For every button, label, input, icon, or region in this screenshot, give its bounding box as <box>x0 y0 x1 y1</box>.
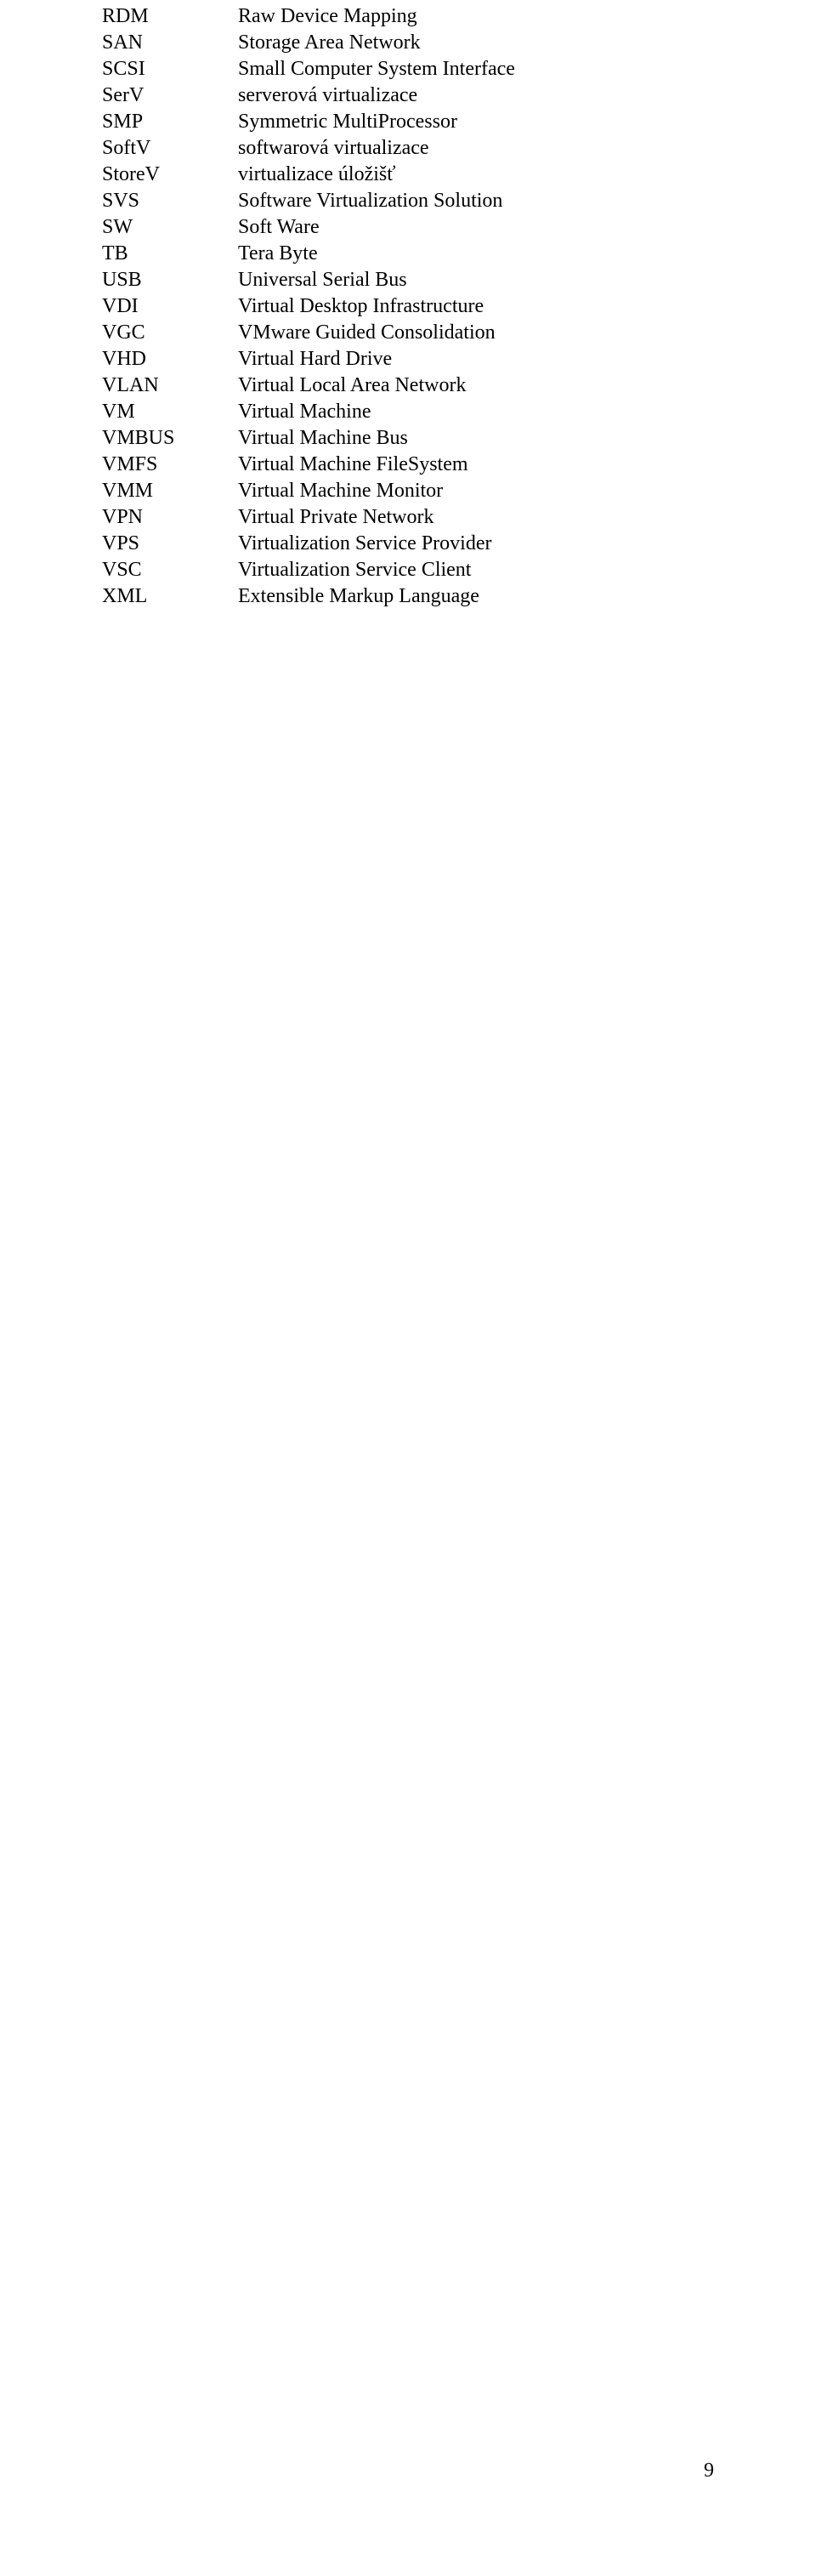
definition: Storage Area Network <box>238 31 714 54</box>
definition: virtualizace úložišť <box>238 163 714 186</box>
list-item: VMM Virtual Machine Monitor <box>102 480 714 503</box>
definition: VMware Guided Consolidation <box>238 321 714 344</box>
abbr: VDI <box>102 295 238 318</box>
page: RDM Raw Device Mapping SAN Storage Area … <box>0 0 816 2576</box>
definition: Virtual Local Area Network <box>238 374 714 397</box>
abbr: VMFS <box>102 453 238 476</box>
definition: Virtual Machine <box>238 401 714 424</box>
list-item: TB Tera Byte <box>102 242 714 265</box>
list-item: VSC Virtualization Service Client <box>102 559 714 582</box>
definition: Virtual Machine Monitor <box>238 480 714 503</box>
abbr: VPN <box>102 506 238 529</box>
abbr: SerV <box>102 84 238 107</box>
definition: Extensible Markup Language <box>238 585 714 608</box>
abbr: USB <box>102 269 238 292</box>
abbr: VSC <box>102 559 238 582</box>
abbr: SW <box>102 216 238 239</box>
list-item: VHD Virtual Hard Drive <box>102 348 714 371</box>
abbr: VMBUS <box>102 427 238 450</box>
list-item: VPN Virtual Private Network <box>102 506 714 529</box>
list-item: SCSI Small Computer System Interface <box>102 58 714 81</box>
abbr: VM <box>102 401 238 424</box>
definition: Virtual Machine Bus <box>238 427 714 450</box>
abbr: StoreV <box>102 163 238 186</box>
abbr: SVS <box>102 190 238 213</box>
list-item: SerV serverová virtualizace <box>102 84 714 107</box>
list-item: SMP Symmetric MultiProcessor <box>102 111 714 134</box>
definition: Virtualization Service Client <box>238 559 714 582</box>
list-item: VMBUS Virtual Machine Bus <box>102 427 714 450</box>
abbr: VMM <box>102 480 238 503</box>
abbr: SCSI <box>102 58 238 81</box>
abbr: VGC <box>102 321 238 344</box>
abbr: TB <box>102 242 238 265</box>
list-item: VGC VMware Guided Consolidation <box>102 321 714 344</box>
definition: Virtual Desktop Infrastructure <box>238 295 714 318</box>
definition: Raw Device Mapping <box>238 5 714 28</box>
list-item: USB Universal Serial Bus <box>102 269 714 292</box>
abbreviation-list: RDM Raw Device Mapping SAN Storage Area … <box>102 5 714 608</box>
definition: Soft Ware <box>238 216 714 239</box>
definition: Universal Serial Bus <box>238 269 714 292</box>
abbr: RDM <box>102 5 238 28</box>
abbr: XML <box>102 585 238 608</box>
list-item: VLAN Virtual Local Area Network <box>102 374 714 397</box>
list-item: VDI Virtual Desktop Infrastructure <box>102 295 714 318</box>
definition: Virtual Machine FileSystem <box>238 453 714 476</box>
list-item: VM Virtual Machine <box>102 401 714 424</box>
definition: Virtualization Service Provider <box>238 532 714 555</box>
list-item: XML Extensible Markup Language <box>102 585 714 608</box>
definition: softwarová virtualizace <box>238 137 714 160</box>
abbr: VHD <box>102 348 238 371</box>
definition: Small Computer System Interface <box>238 58 714 81</box>
page-number: 9 <box>704 2459 714 2482</box>
abbr: SAN <box>102 31 238 54</box>
list-item: VMFS Virtual Machine FileSystem <box>102 453 714 476</box>
definition: Tera Byte <box>238 242 714 265</box>
abbr: VPS <box>102 532 238 555</box>
definition: Symmetric MultiProcessor <box>238 111 714 134</box>
list-item: SVS Software Virtualization Solution <box>102 190 714 213</box>
abbr: SoftV <box>102 137 238 160</box>
definition: Virtual Hard Drive <box>238 348 714 371</box>
list-item: VPS Virtualization Service Provider <box>102 532 714 555</box>
list-item: SW Soft Ware <box>102 216 714 239</box>
list-item: RDM Raw Device Mapping <box>102 5 714 28</box>
abbr: SMP <box>102 111 238 134</box>
abbr: VLAN <box>102 374 238 397</box>
definition: Virtual Private Network <box>238 506 714 529</box>
list-item: SoftV softwarová virtualizace <box>102 137 714 160</box>
list-item: SAN Storage Area Network <box>102 31 714 54</box>
definition: serverová virtualizace <box>238 84 714 107</box>
definition: Software Virtualization Solution <box>238 190 714 213</box>
list-item: StoreV virtualizace úložišť <box>102 163 714 186</box>
